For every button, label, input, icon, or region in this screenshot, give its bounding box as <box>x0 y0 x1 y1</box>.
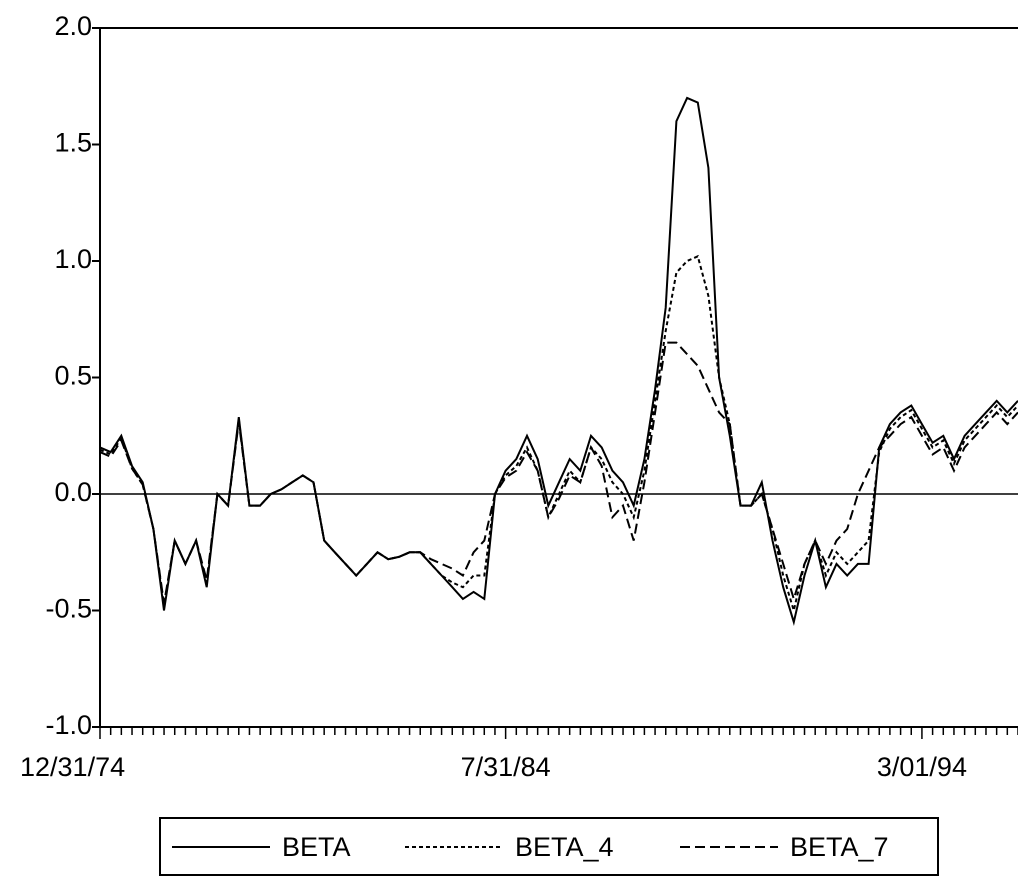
y-tick-label: 1.5 <box>54 128 92 158</box>
y-tick-label: 0.5 <box>54 361 92 391</box>
series-line <box>99 254 1018 615</box>
legend-box <box>159 817 939 876</box>
x-tick-label: 7/31/84 <box>461 752 551 782</box>
legend-label: BETA_7 <box>790 832 889 862</box>
y-tick-label: 2.0 <box>54 11 92 41</box>
y-tick-label: 1.0 <box>54 244 92 274</box>
legend-label: BETA_4 <box>515 832 614 862</box>
x-tick-label: 3/01/94 <box>877 752 967 782</box>
series-line <box>99 341 1018 604</box>
y-tick-label: -0.5 <box>45 594 92 624</box>
x-tick-label: 12/31/74 <box>20 752 125 782</box>
y-tick-label: -1.0 <box>45 710 92 740</box>
series-line <box>99 96 1018 626</box>
y-tick-label: 0.0 <box>54 477 92 507</box>
legend-label: BETA <box>282 832 351 862</box>
